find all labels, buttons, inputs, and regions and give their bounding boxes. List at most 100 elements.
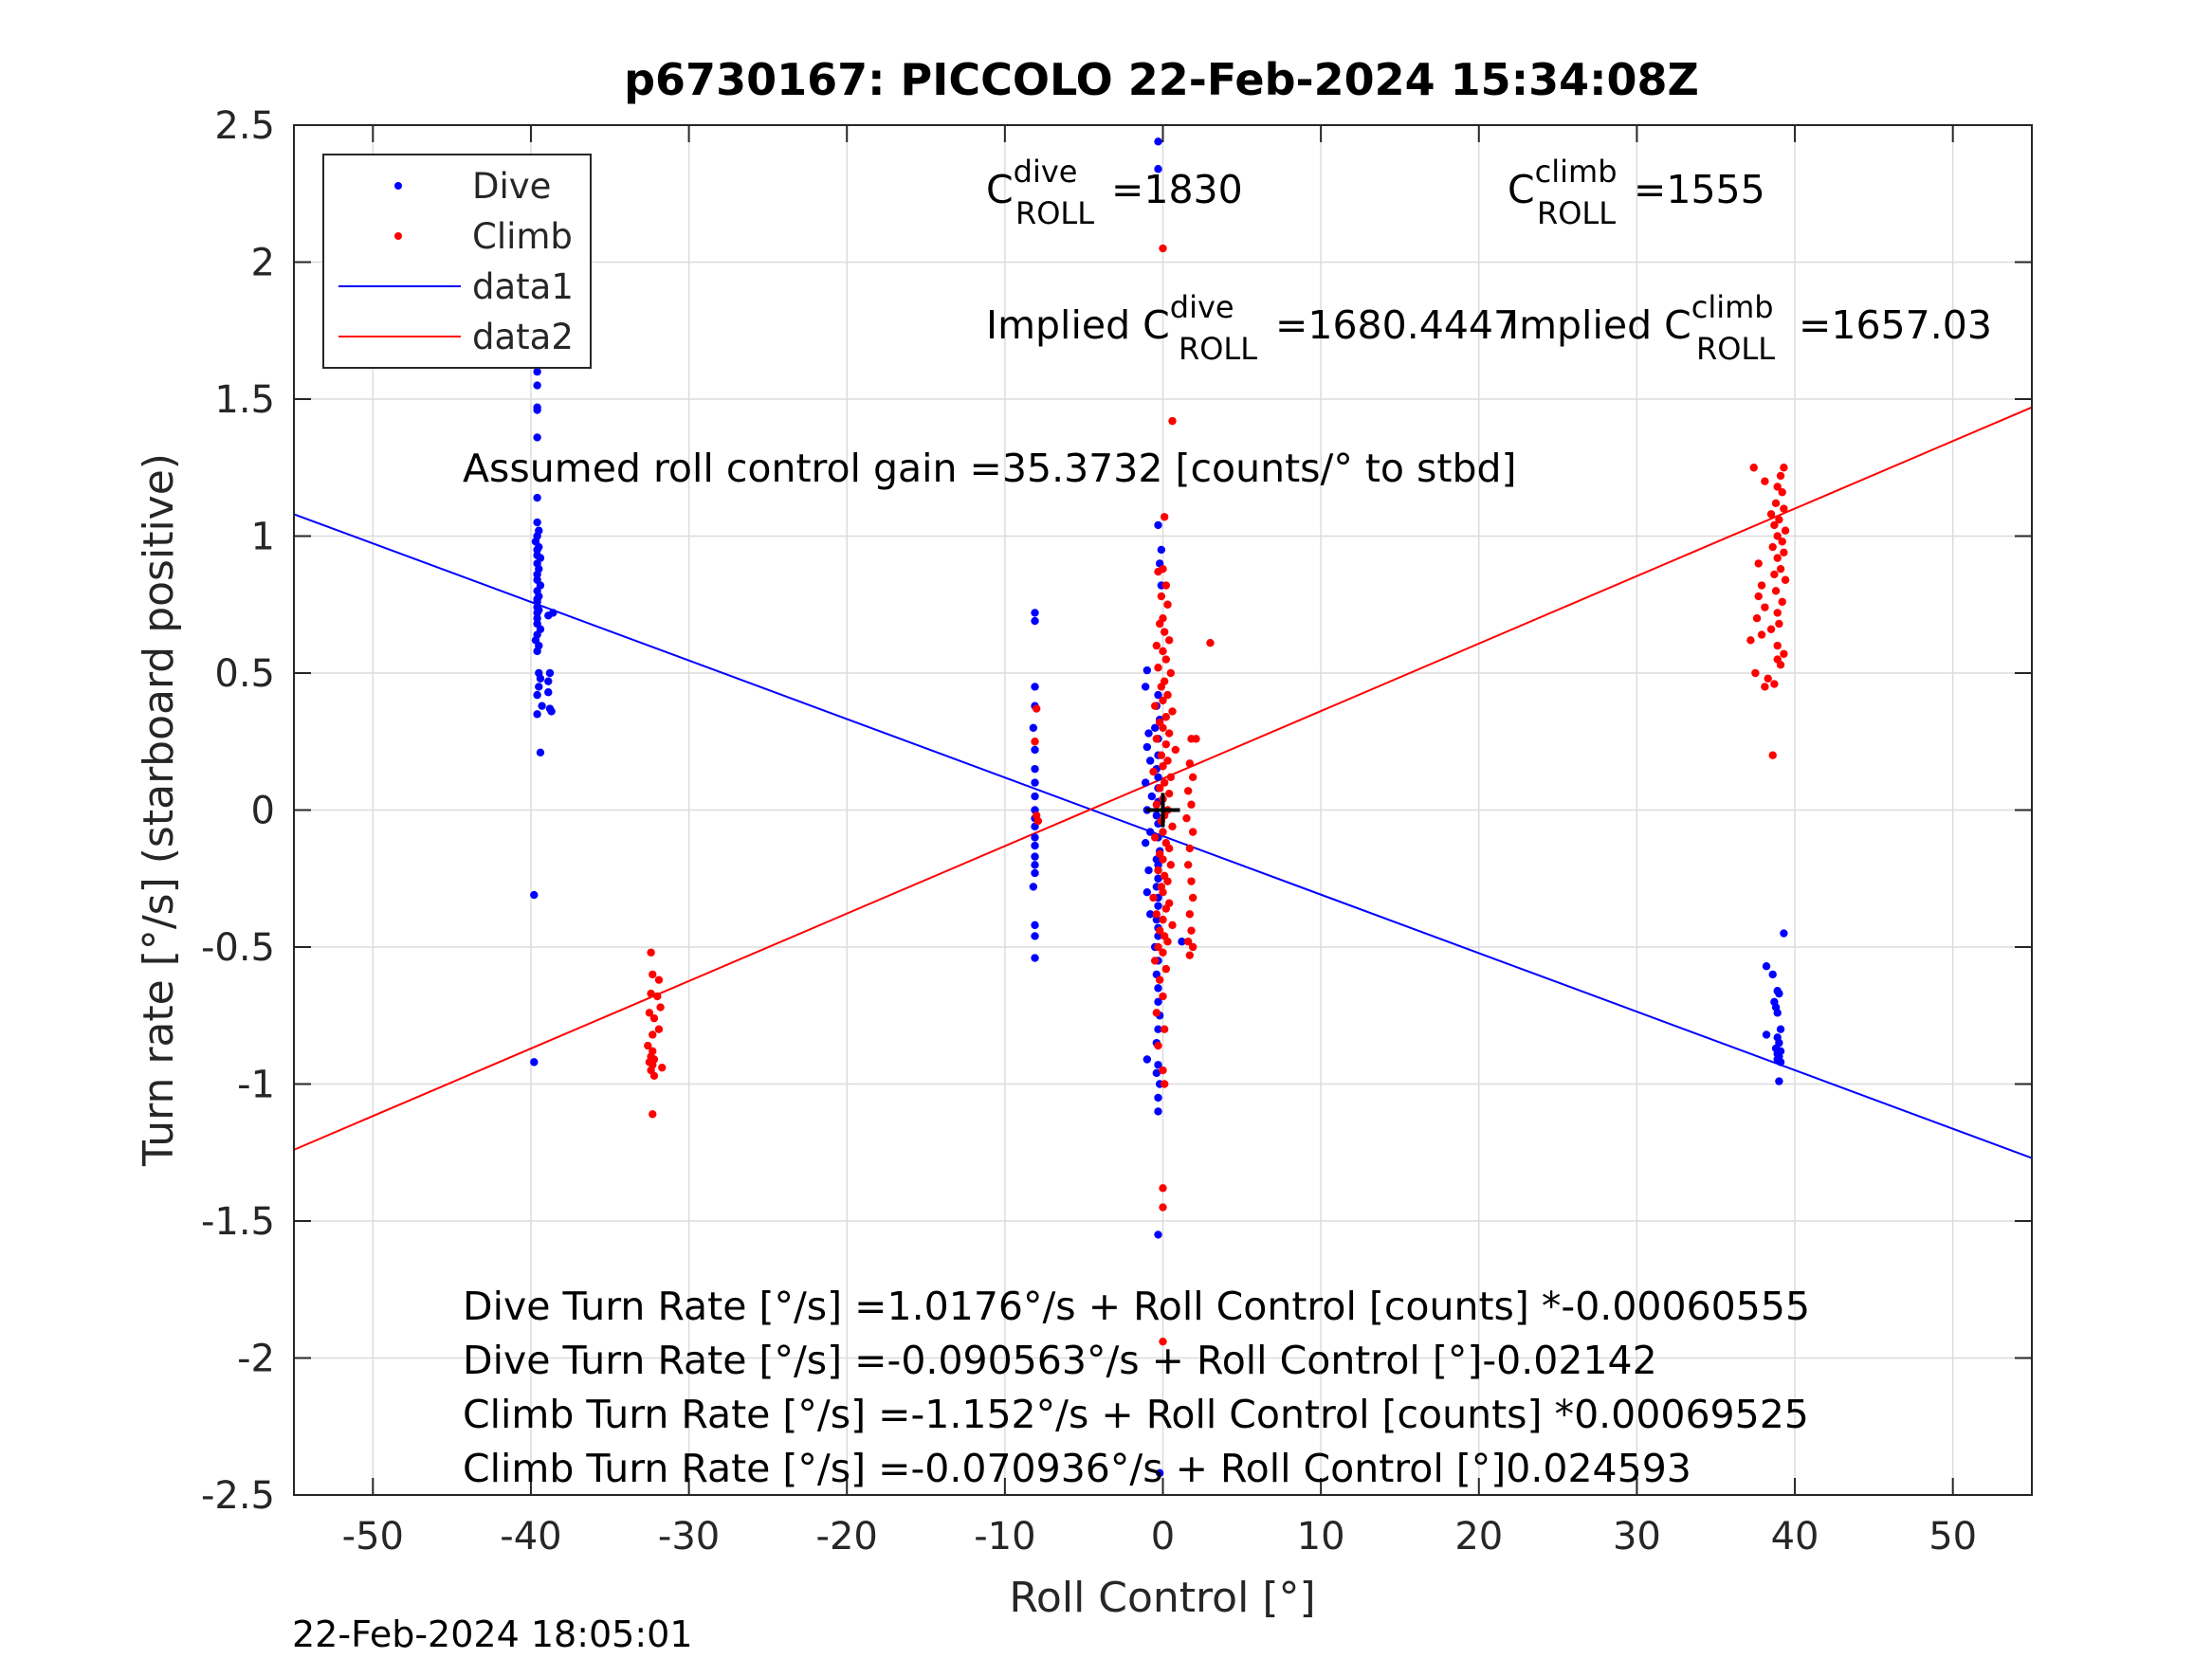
climb-point	[1157, 592, 1166, 601]
climb-point	[649, 1110, 657, 1119]
dive-point	[1029, 883, 1038, 891]
dive-point	[533, 493, 541, 502]
climb-point	[1773, 641, 1782, 650]
implied-dive-prefix: Implied C	[986, 302, 1170, 348]
dive-point	[1157, 545, 1166, 555]
data-points	[530, 137, 1790, 1478]
climb-point	[1033, 816, 1043, 826]
fit-line-data2	[293, 406, 2033, 1151]
climb-point	[1150, 702, 1160, 710]
dive-point	[1144, 729, 1153, 738]
y-tick-label: -1	[237, 1064, 275, 1107]
x-tick-labels: -50 -40 -30 -20 -10 0 10 20 30 40 50	[342, 1515, 1977, 1559]
climb-point	[1206, 639, 1215, 647]
c-roll-dive-sub: ROLL	[1015, 195, 1094, 231]
dive-point	[533, 597, 541, 607]
legend-data1-label: data1	[472, 266, 574, 307]
c-roll-dive-annotation: Cdive ROLL =1830	[986, 154, 1243, 231]
implied-climb-prefix: Implied C	[1508, 302, 1691, 348]
dive-point	[533, 545, 541, 555]
legend-dive-label: Dive	[472, 166, 551, 207]
y-tick-label: -2	[237, 1338, 275, 1381]
dive-point	[545, 668, 555, 678]
y-tick-label: -2.5	[201, 1474, 275, 1518]
dive-point	[1776, 1058, 1785, 1066]
climb-point	[1155, 784, 1164, 793]
dive-point	[536, 674, 545, 683]
dive-point	[1178, 938, 1186, 946]
dive-point	[1143, 742, 1152, 752]
dive-point	[1141, 683, 1150, 691]
climb-point	[649, 970, 657, 979]
climb-point	[1749, 464, 1758, 472]
y-tick-label: 1	[251, 516, 275, 559]
c-roll-climb-sup: climb	[1535, 154, 1618, 190]
climb-point	[1773, 554, 1782, 562]
climb-point	[1161, 964, 1171, 974]
dive-point	[1031, 833, 1039, 842]
climb-point	[1154, 866, 1162, 875]
climb-point	[1185, 951, 1195, 959]
c-roll-climb-prefix: C	[1508, 167, 1535, 212]
dive-point	[1154, 1107, 1162, 1116]
climb-point	[1768, 751, 1777, 759]
dive-point	[544, 677, 553, 685]
c-roll-climb-sub: ROLL	[1537, 195, 1616, 231]
climb-point	[1776, 661, 1785, 669]
legend-box	[322, 154, 592, 369]
climb-point	[1152, 1009, 1161, 1017]
climb-point	[1163, 877, 1172, 885]
climb-point	[1776, 564, 1785, 574]
climb-point	[1757, 581, 1766, 590]
dive-point	[1154, 520, 1162, 530]
climb-point	[1776, 471, 1785, 481]
x-tick-label: 30	[1613, 1515, 1661, 1559]
climb-point	[1159, 723, 1167, 732]
climb-point	[654, 975, 664, 984]
dive-point	[1154, 773, 1162, 782]
climb-point	[1161, 739, 1171, 749]
dive-point	[1154, 690, 1162, 700]
climb-point	[649, 1013, 659, 1023]
climb-point	[1187, 800, 1196, 809]
dive-point	[533, 518, 541, 527]
dive-point	[533, 367, 541, 376]
gain-annotation: Assumed roll control gain =35.3732 [coun…	[463, 446, 1517, 491]
climb-point	[1778, 597, 1786, 607]
dive-point	[1144, 866, 1153, 875]
climb-point	[1166, 861, 1176, 869]
dive-point	[533, 614, 541, 623]
climb-point	[1155, 619, 1164, 629]
climb-point	[1761, 683, 1769, 691]
climb-point	[1163, 757, 1172, 765]
dive-point	[1154, 1231, 1162, 1239]
dive-point	[1154, 1025, 1162, 1033]
climb-point	[1770, 520, 1779, 530]
c-roll-dive-sup: dive	[1014, 154, 1078, 190]
climb-point	[1160, 513, 1169, 521]
climb-point	[1161, 904, 1171, 913]
implied-climb-annotation: Implied Cclimb ROLL =1657.03	[1508, 289, 1992, 367]
climb-point	[1766, 510, 1776, 519]
dive-point	[536, 748, 545, 757]
dive-point	[1155, 1468, 1164, 1478]
dive-point	[1143, 1055, 1152, 1064]
fit-lines	[293, 406, 2033, 1159]
dive-point	[533, 406, 541, 414]
equation-2: Dive Turn Rate [°/s] =-0.090563°/s + Rol…	[463, 1338, 1657, 1383]
climb-point	[1150, 957, 1160, 965]
dive-point	[1143, 888, 1152, 897]
climb-point	[1164, 844, 1174, 853]
dive-point	[547, 707, 556, 716]
climb-point	[1757, 630, 1766, 639]
climb-point	[1192, 735, 1200, 743]
climb-point	[1152, 735, 1161, 743]
dive-point	[1154, 984, 1162, 993]
climb-point	[1781, 526, 1790, 535]
climb-point	[1155, 926, 1164, 935]
climb-point	[1780, 504, 1788, 513]
implied-climb-sub: ROLL	[1696, 331, 1775, 367]
dive-point	[533, 710, 541, 719]
dive-point	[1029, 723, 1038, 732]
implied-dive-sup: dive	[1170, 289, 1234, 325]
